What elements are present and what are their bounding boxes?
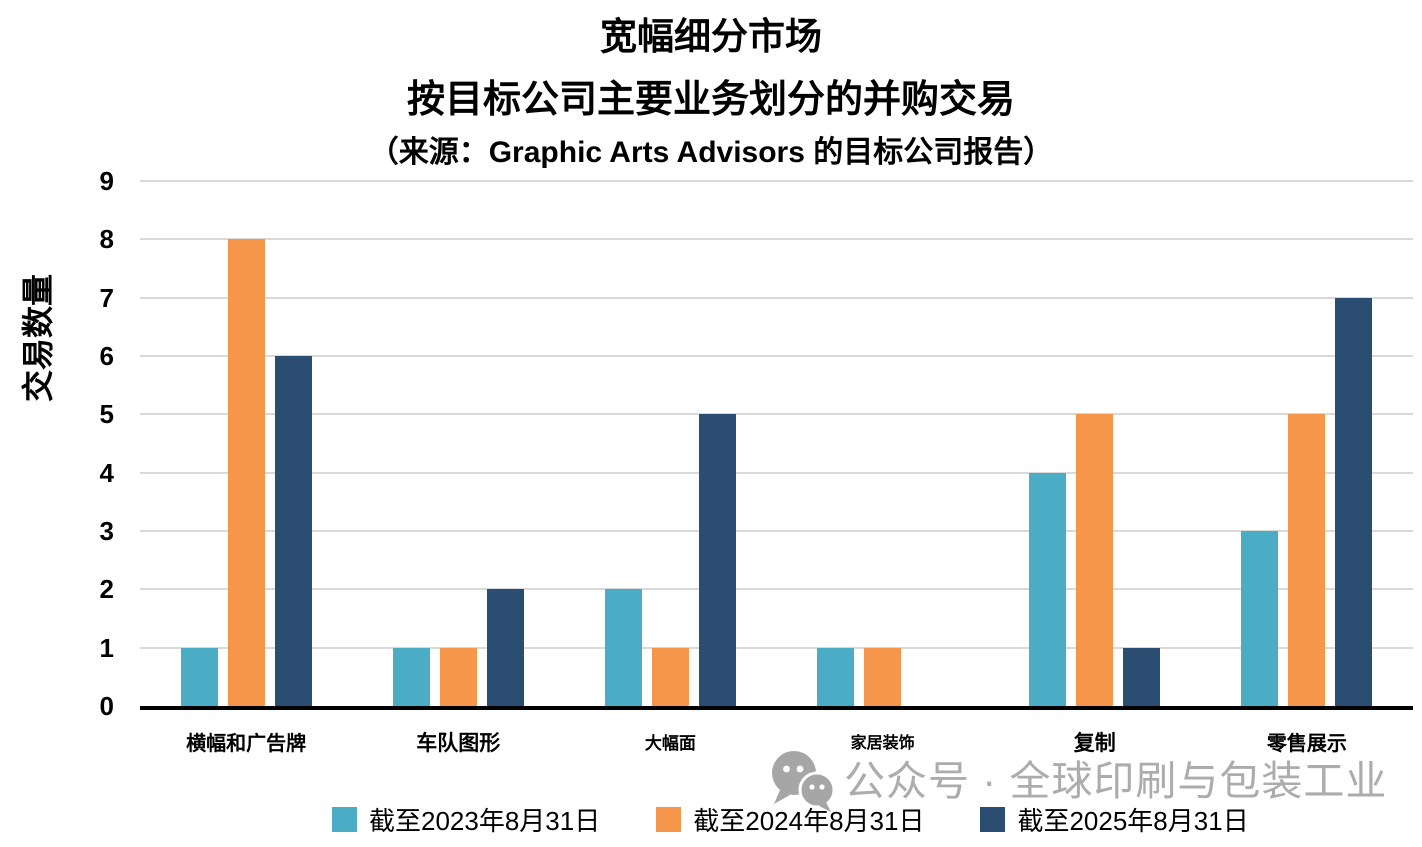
x-category-label: 大幅面 bbox=[644, 734, 696, 753]
legend-label: 截至2023年8月31日 bbox=[369, 806, 601, 836]
bar bbox=[1288, 414, 1326, 706]
legend-swatch bbox=[332, 807, 357, 832]
gridline bbox=[140, 296, 1413, 299]
bar bbox=[1241, 531, 1279, 706]
y-tick-label: 3 bbox=[99, 516, 114, 546]
gridline bbox=[140, 413, 1413, 416]
bar bbox=[274, 356, 312, 706]
y-tick-label: 6 bbox=[99, 341, 114, 371]
bar-group bbox=[989, 181, 1201, 706]
bar bbox=[1335, 297, 1373, 706]
y-tick-label: 9 bbox=[99, 166, 114, 196]
bar bbox=[439, 647, 477, 706]
bar bbox=[1029, 472, 1067, 706]
gridline bbox=[140, 355, 1413, 357]
x-category-label: 家居装饰 bbox=[850, 735, 915, 752]
gridline bbox=[140, 238, 1413, 241]
legend-item: 截至2023年8月31日 bbox=[332, 801, 600, 838]
legend: 截至2023年8月31日 截至2024年8月31日 截至2025年8月31日 bbox=[332, 801, 1249, 838]
y-tick-label: 2 bbox=[99, 574, 114, 605]
y-tick-label: 0 bbox=[99, 691, 114, 721]
y-tick-label: 8 bbox=[99, 224, 114, 255]
legend-label: 截至2025年8月31日 bbox=[1017, 806, 1249, 836]
legend-swatch bbox=[656, 807, 682, 832]
chart-subtitle: 按目标公司主要业务划分的并购交易 bbox=[406, 79, 1015, 121]
bar bbox=[604, 589, 642, 706]
bar-group bbox=[564, 181, 776, 706]
y-tick-label: 4 bbox=[99, 457, 114, 488]
legend-item: 截至2024年8月31日 bbox=[656, 801, 924, 838]
y-axis-title: 交易数量 bbox=[20, 273, 56, 403]
bar-group bbox=[1201, 181, 1413, 706]
y-tick-label: 7 bbox=[99, 282, 114, 313]
legend-item: 截至2025年8月31日 bbox=[980, 801, 1249, 838]
legend-label: 截至2024年8月31日 bbox=[693, 806, 925, 836]
bar-group bbox=[352, 181, 564, 706]
gridline bbox=[140, 530, 1413, 532]
x-axis-labels: 横幅和广告牌 车队图形 大幅面 家居装饰 复制 零售展示 bbox=[140, 724, 1413, 764]
y-tick-label: 5 bbox=[99, 399, 114, 430]
bar bbox=[698, 414, 736, 706]
bar bbox=[1076, 414, 1114, 706]
y-axis-ticks: 0 1 2 3 4 5 6 7 8 9 bbox=[60, 168, 114, 719]
bar bbox=[817, 647, 855, 706]
bar bbox=[1123, 647, 1161, 706]
chart-header: 宽幅细分市场 按目标公司主要业务划分的并购交易 （来源：Graphic Arts… bbox=[0, 0, 1422, 174]
bar-group bbox=[140, 181, 352, 706]
x-category-label: 车队图形 bbox=[416, 732, 501, 755]
bar bbox=[392, 647, 430, 706]
x-category-label: 横幅和广告牌 bbox=[186, 733, 307, 755]
bar-group bbox=[777, 181, 989, 706]
chart-title: 宽幅细分市场 bbox=[600, 16, 822, 57]
bar bbox=[864, 647, 902, 706]
y-tick-label: 1 bbox=[99, 632, 114, 663]
bar bbox=[486, 589, 524, 706]
x-category-label: 复制 bbox=[1073, 732, 1116, 755]
gridline bbox=[140, 646, 1413, 649]
gridline bbox=[140, 180, 1413, 182]
plot-area bbox=[140, 180, 1413, 710]
bar bbox=[651, 647, 689, 706]
bar bbox=[227, 239, 265, 706]
x-category-label: 零售展示 bbox=[1266, 733, 1347, 755]
legend-swatch bbox=[980, 807, 1006, 832]
gridline bbox=[140, 471, 1413, 474]
chart-source-note: （来源：Graphic Arts Advisors 的目标公司报告） bbox=[368, 136, 1054, 169]
bar bbox=[180, 647, 218, 706]
gridline bbox=[140, 588, 1413, 591]
